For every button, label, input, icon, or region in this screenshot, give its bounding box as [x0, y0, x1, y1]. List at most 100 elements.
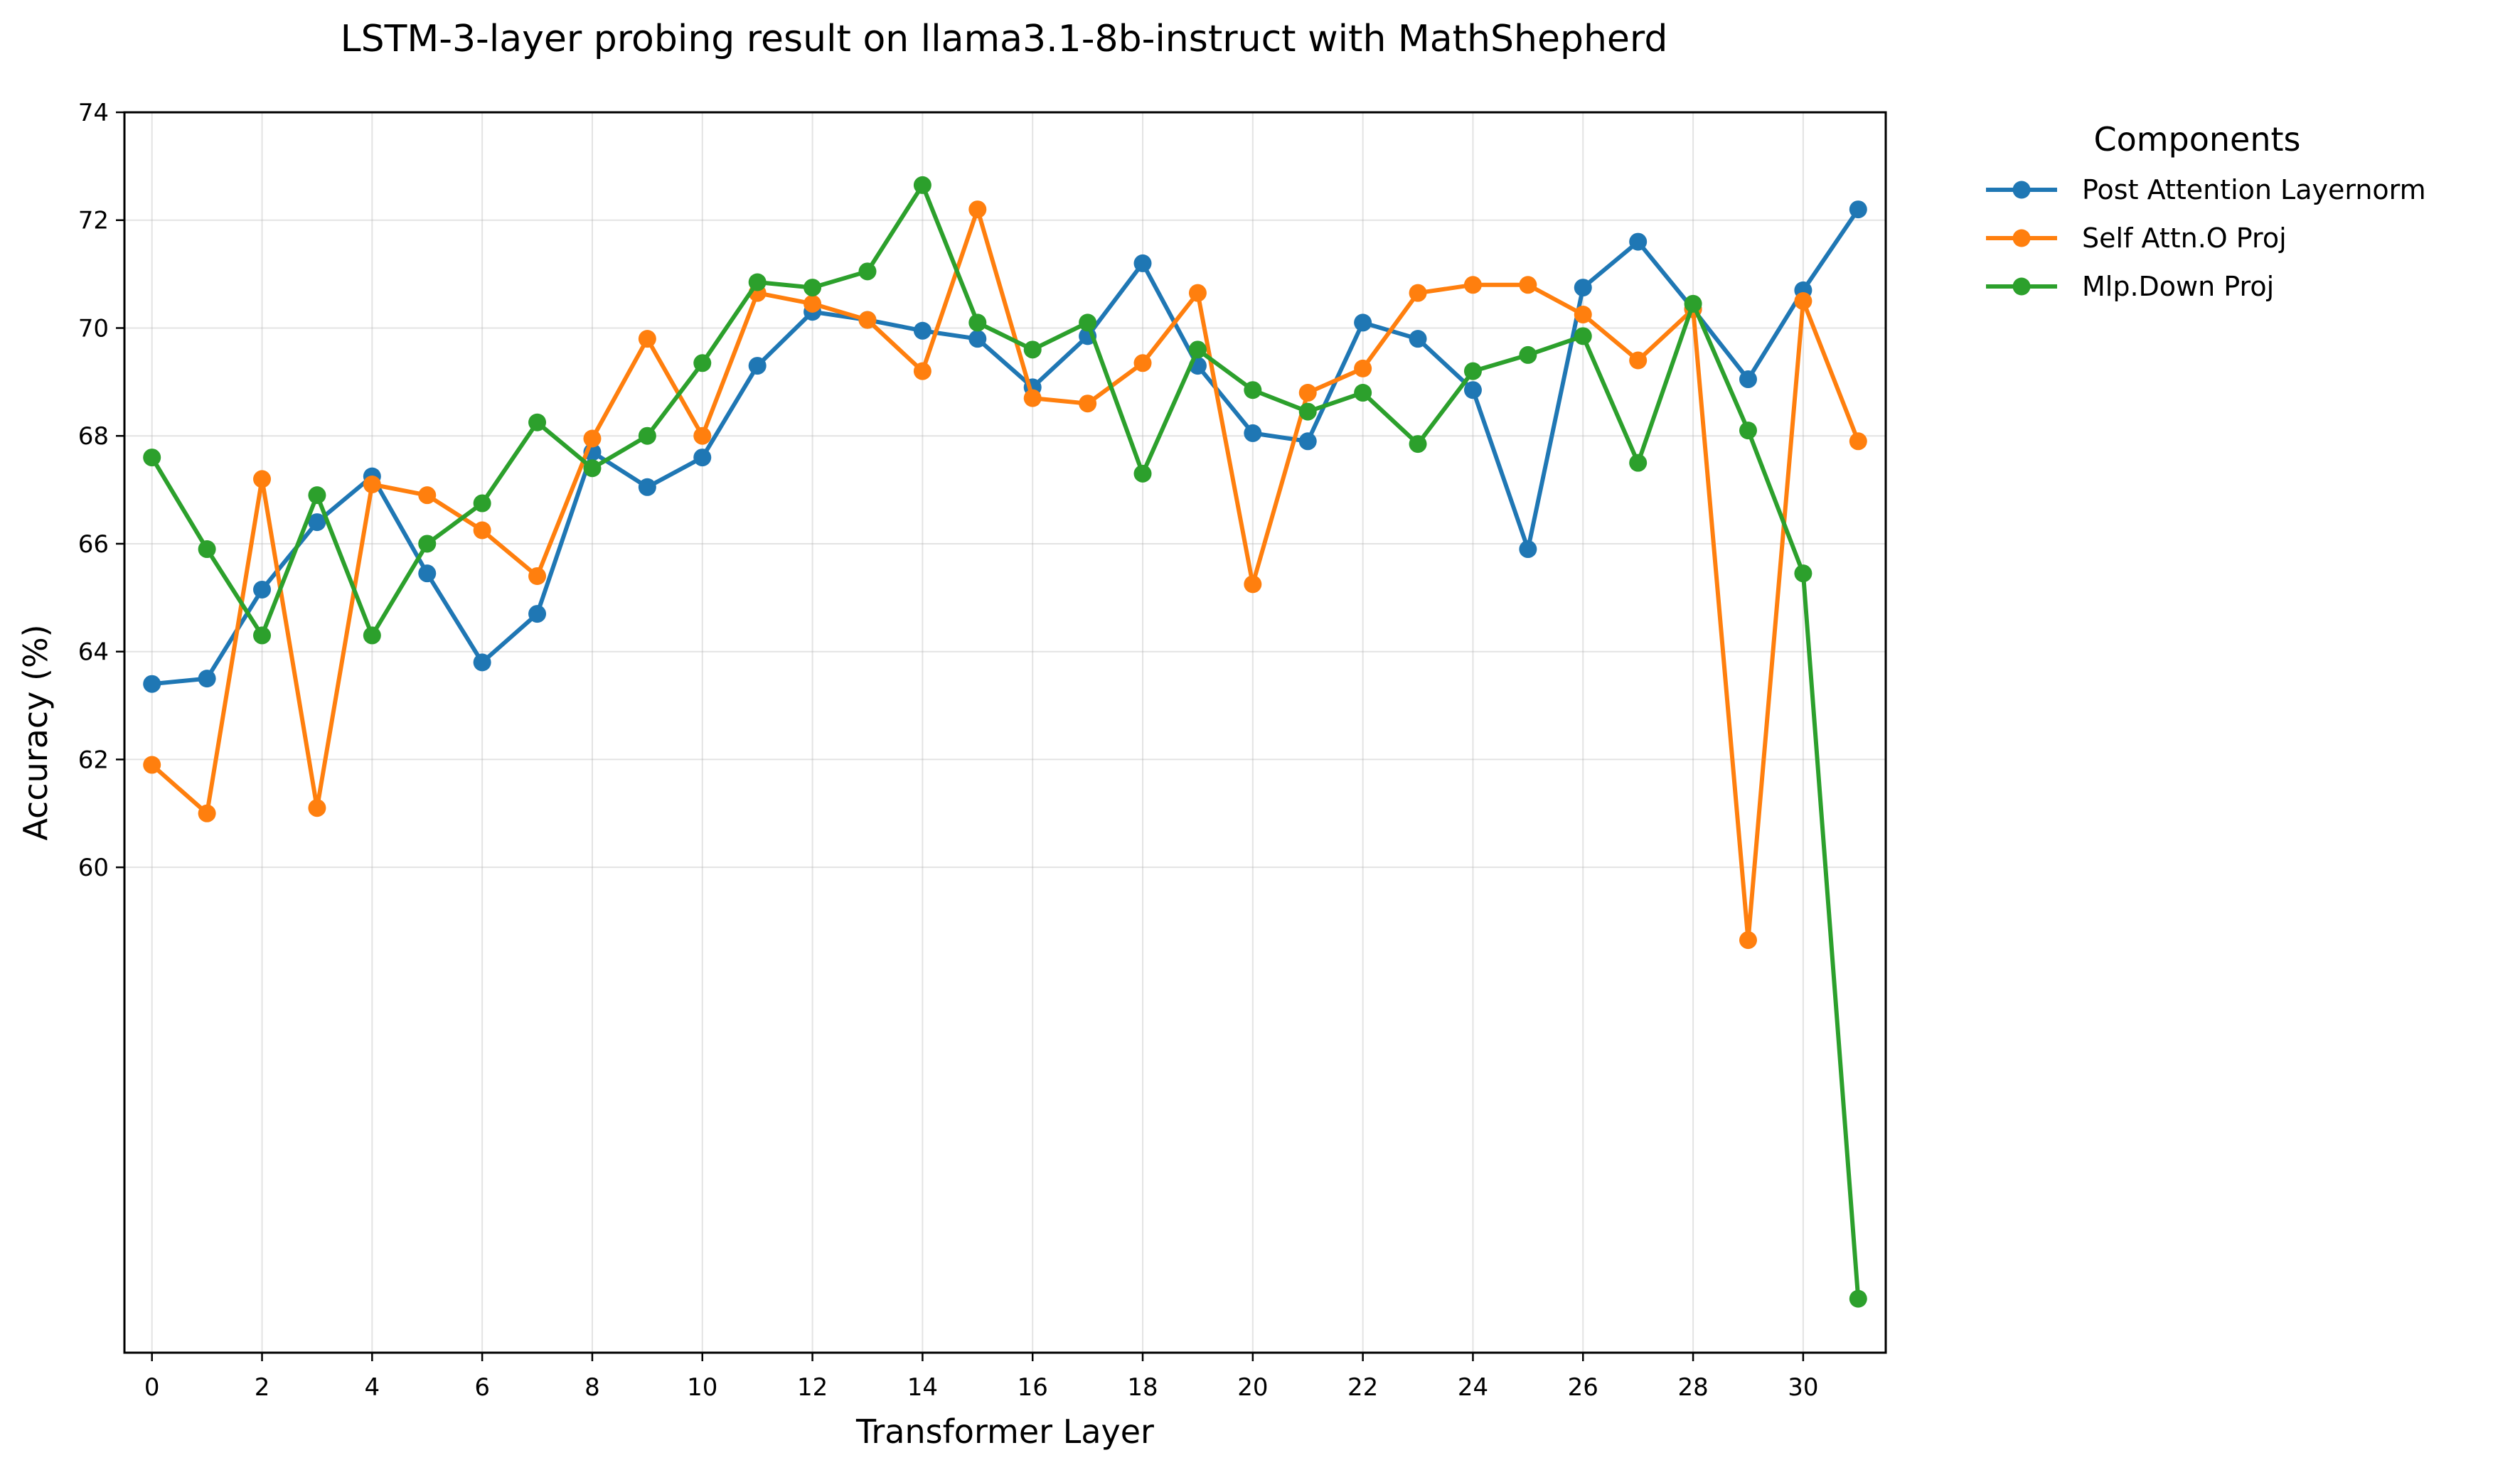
data-point — [803, 279, 822, 297]
data-point — [968, 313, 987, 332]
data-point — [1629, 454, 1648, 472]
data-point — [748, 357, 767, 375]
series-group — [143, 176, 1867, 1308]
series-line — [149, 183, 1861, 1302]
data-point — [1409, 284, 1427, 302]
data-point — [1519, 540, 1537, 559]
x-tick-label: 26 — [1568, 1373, 1598, 1402]
data-point — [1354, 359, 1372, 377]
data-point — [1574, 306, 1592, 324]
data-point — [1463, 276, 1482, 294]
x-tick-label: 6 — [474, 1373, 490, 1402]
x-tick-label: 0 — [144, 1373, 160, 1402]
data-point — [1739, 931, 1757, 950]
data-point — [1079, 395, 1097, 413]
legend-swatch-marker — [2012, 181, 2031, 199]
data-point — [858, 262, 877, 281]
data-point — [143, 756, 161, 774]
data-point — [253, 470, 272, 488]
data-point — [1133, 354, 1152, 372]
data-point — [1298, 402, 1317, 421]
data-point — [1849, 432, 1867, 451]
data-point — [1244, 381, 1262, 399]
data-point — [1298, 432, 1317, 451]
x-axis-label: Transformer Layer — [855, 1412, 1154, 1451]
x-tick-label: 20 — [1237, 1373, 1268, 1402]
chart-title: LSTM-3-layer probing result on llama3.1-… — [341, 18, 1668, 60]
x-tick-label: 2 — [255, 1373, 270, 1402]
data-point — [308, 799, 326, 817]
data-point — [803, 294, 822, 313]
data-point — [638, 330, 656, 348]
data-point — [1354, 313, 1372, 332]
data-point — [308, 486, 326, 505]
data-point — [858, 311, 877, 329]
data-point — [528, 413, 547, 431]
legend-swatch-marker — [2012, 277, 2031, 296]
data-point — [1794, 292, 1812, 311]
data-point — [473, 653, 491, 672]
x-tick-label: 30 — [1788, 1373, 1818, 1402]
data-point — [1629, 232, 1648, 251]
y-axis-label: Accuracy (%) — [16, 624, 55, 840]
data-point — [1244, 424, 1262, 442]
data-point — [913, 176, 931, 194]
x-tick-label: 8 — [584, 1373, 600, 1402]
x-tick-label: 28 — [1677, 1373, 1708, 1402]
data-point — [1409, 330, 1427, 348]
x-tick-label: 18 — [1127, 1373, 1158, 1402]
data-point — [1629, 351, 1648, 370]
data-point — [1463, 381, 1482, 399]
y-tick-label: 70 — [78, 314, 109, 343]
data-point — [308, 513, 326, 532]
y-tick-label: 66 — [78, 530, 109, 559]
data-point — [473, 494, 491, 513]
data-point — [143, 675, 161, 693]
legend-title: Components — [2093, 120, 2300, 159]
data-point — [473, 521, 491, 540]
data-point — [693, 449, 712, 467]
data-point — [198, 540, 216, 559]
data-point — [1684, 294, 1702, 313]
data-point — [638, 426, 656, 445]
plot-area-frame — [123, 111, 1887, 1354]
x-tick-label: 4 — [365, 1373, 380, 1402]
legend-entry-label: Mlp.Down Proj — [2082, 271, 2274, 302]
data-point — [1574, 279, 1592, 297]
data-point — [968, 200, 987, 219]
data-point — [1133, 254, 1152, 272]
data-point — [1298, 384, 1317, 402]
data-point — [1023, 340, 1042, 359]
data-point — [1133, 464, 1152, 483]
data-point — [198, 804, 216, 822]
data-point — [1188, 340, 1207, 359]
data-point — [1079, 313, 1097, 332]
data-point — [1188, 284, 1207, 302]
data-point — [583, 459, 602, 478]
data-point — [1409, 435, 1427, 454]
data-point — [583, 429, 602, 448]
data-point — [528, 567, 547, 585]
y-tick-label: 60 — [78, 854, 109, 882]
data-point — [748, 273, 767, 291]
data-point — [1739, 422, 1757, 440]
data-point — [1574, 327, 1592, 345]
legend-entry-label: Post Attention Layernorm — [2082, 174, 2426, 205]
data-point — [1519, 276, 1537, 294]
data-point — [1739, 370, 1757, 389]
data-point — [913, 362, 931, 380]
data-point — [1463, 362, 1482, 380]
x-tick-label: 10 — [687, 1373, 717, 1402]
y-tick-label: 72 — [78, 207, 109, 235]
y-tick-label: 68 — [78, 422, 109, 451]
x-tick-label: 22 — [1347, 1373, 1378, 1402]
y-tick-label: 74 — [78, 99, 109, 127]
data-point — [913, 321, 931, 340]
series-line — [149, 207, 1861, 687]
data-point — [1354, 384, 1372, 402]
axes: 0 2 4 6 8 10 12 14 16 18 20 22 24 26 28 306062646668707… — [78, 99, 1819, 1402]
data-point — [638, 478, 656, 496]
y-tick-label: 62 — [78, 746, 109, 774]
